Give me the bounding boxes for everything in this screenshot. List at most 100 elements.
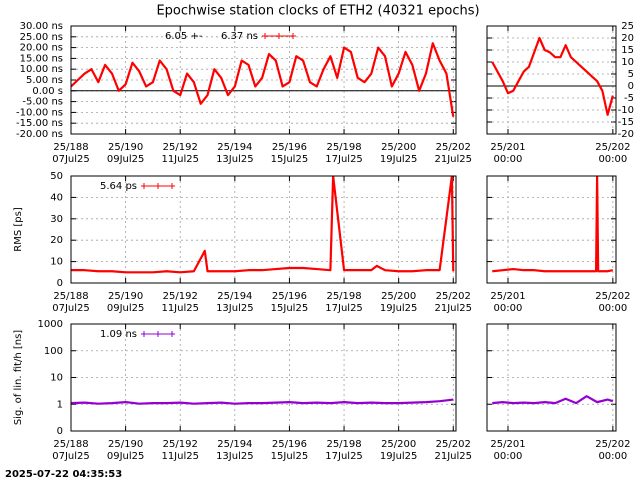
- x-tick-label: 25/196: [272, 142, 307, 153]
- x-tick-label: 25/190: [108, 291, 143, 302]
- y-tick-label: 0: [57, 426, 63, 437]
- x-tick-label: 25/194: [217, 439, 252, 450]
- legend-marker: [141, 331, 147, 337]
- x-tick-sublabel: 07Jul25: [52, 303, 90, 314]
- x-tick-label: 25/198: [326, 291, 361, 302]
- x-tick-label: 25/188: [53, 439, 88, 450]
- x-tick-label: 25/192: [163, 439, 198, 450]
- y-tick-label: -15.00 ns: [16, 118, 63, 129]
- x-tick-sublabel: 00:00: [494, 303, 523, 314]
- x-tick-sublabel: 11Jul25: [161, 451, 199, 462]
- legend-label: 6.37 ns: [221, 31, 258, 42]
- y-tick-label: 5.00 ns: [26, 75, 63, 86]
- x-tick-label: 25/190: [108, 439, 143, 450]
- data-line: [71, 42, 455, 117]
- x-tick-sublabel: 21Jul25: [435, 451, 473, 462]
- plot-border: [486, 175, 617, 284]
- y-tick-label: -10: [618, 105, 634, 116]
- x-tick-label: 25/200: [381, 291, 416, 302]
- y-tick-label: 5: [628, 69, 634, 80]
- y-tick-label: -5: [624, 93, 634, 104]
- legend-marker: [155, 183, 161, 189]
- x-tick-label: 25/198: [326, 439, 361, 450]
- chart-title: Epochwise station clocks of ETH2 (40321 …: [156, 4, 479, 19]
- y-tick-label: -20: [618, 129, 634, 140]
- x-tick-sublabel: 19Jul25: [380, 303, 418, 314]
- legend-prefix: 6.05 +-: [165, 31, 203, 42]
- y-tick-label: 10.00 ns: [20, 64, 63, 75]
- y-tick-label: -5.00 ns: [22, 97, 63, 108]
- x-tick-sublabel: 00:00: [598, 154, 627, 165]
- plot-area: [71, 176, 455, 274]
- legend-label: 5.64 ps: [100, 181, 137, 192]
- y-tick-label: 10: [50, 257, 63, 268]
- x-tick-label: 25/202: [595, 142, 630, 153]
- x-tick-label: 25/196: [272, 439, 307, 450]
- x-tick-label: 25/198: [326, 142, 361, 153]
- y-tick-label: 15.00 ns: [20, 53, 63, 64]
- x-tick-sublabel: 09Jul25: [107, 154, 145, 165]
- legend-label: 1.09 ns: [100, 329, 137, 340]
- plot-border: [486, 323, 617, 432]
- x-tick-label: 25/192: [163, 291, 198, 302]
- plot-border: [70, 323, 457, 432]
- y-tick-label: 1: [57, 399, 63, 410]
- data-line: [71, 176, 455, 274]
- x-tick-sublabel: 15Jul25: [271, 451, 309, 462]
- y-tick-label: 15: [621, 45, 634, 56]
- data-line: [491, 36, 614, 116]
- plot-border: [70, 25, 457, 135]
- x-tick-label: 25/200: [381, 142, 416, 153]
- x-tick-label: 25/196: [272, 291, 307, 302]
- x-tick-label: 25/200: [381, 439, 416, 450]
- data-line: [492, 176, 614, 273]
- x-tick-sublabel: 13Jul25: [216, 451, 254, 462]
- x-tick-sublabel: 09Jul25: [107, 451, 145, 462]
- plot-area: [492, 395, 614, 405]
- plot-border: [70, 175, 457, 284]
- x-tick-label: 25/188: [53, 291, 88, 302]
- y-tick-label: 0.00 s: [32, 86, 63, 97]
- x-tick-label: 25/188: [53, 142, 88, 153]
- plot-area: [71, 42, 455, 117]
- data-line: [71, 398, 454, 405]
- x-tick-label: 25/201: [490, 142, 525, 153]
- y-tick-label: 10: [621, 57, 634, 68]
- x-tick-label: 25/192: [163, 142, 198, 153]
- y-tick-label: -15: [618, 117, 634, 128]
- y-tick-label: 25: [621, 21, 634, 32]
- y-tick-label: 0: [628, 81, 634, 92]
- x-tick-sublabel: 11Jul25: [161, 303, 199, 314]
- y-tick-label: -10.00 ns: [16, 107, 63, 118]
- x-tick-label: 25/202: [595, 439, 630, 450]
- y-tick-label: 30: [50, 214, 63, 225]
- x-tick-sublabel: 17Jul25: [325, 303, 363, 314]
- x-tick-sublabel: 19Jul25: [380, 451, 418, 462]
- x-tick-sublabel: 00:00: [598, 303, 627, 314]
- x-tick-label: 25/190: [108, 142, 143, 153]
- y-tick-label: 40: [50, 192, 63, 203]
- x-tick-sublabel: 07Jul25: [52, 154, 90, 165]
- x-tick-sublabel: 09Jul25: [107, 303, 145, 314]
- legend-marker: [262, 33, 268, 39]
- x-tick-label: 25/202: [436, 142, 471, 153]
- x-tick-label: 25/201: [490, 291, 525, 302]
- x-tick-sublabel: 00:00: [494, 451, 523, 462]
- plot-area: [491, 36, 614, 116]
- plot-area: [71, 398, 454, 405]
- x-tick-label: 25/201: [490, 439, 525, 450]
- x-tick-label: 25/202: [595, 291, 630, 302]
- y-tick-label: 1000: [38, 319, 63, 330]
- y-tick-label: 20: [621, 33, 634, 44]
- x-tick-sublabel: 21Jul25: [435, 154, 473, 165]
- legend-marker: [276, 33, 282, 39]
- x-tick-sublabel: 00:00: [494, 154, 523, 165]
- legend-marker: [290, 33, 296, 39]
- x-tick-sublabel: 21Jul25: [435, 303, 473, 314]
- y-tick-label: 100: [44, 346, 63, 357]
- x-tick-sublabel: 15Jul25: [271, 154, 309, 165]
- legend-marker: [169, 183, 175, 189]
- y-axis-label: RMS [ps]: [13, 207, 24, 252]
- x-tick-sublabel: 19Jul25: [380, 154, 418, 165]
